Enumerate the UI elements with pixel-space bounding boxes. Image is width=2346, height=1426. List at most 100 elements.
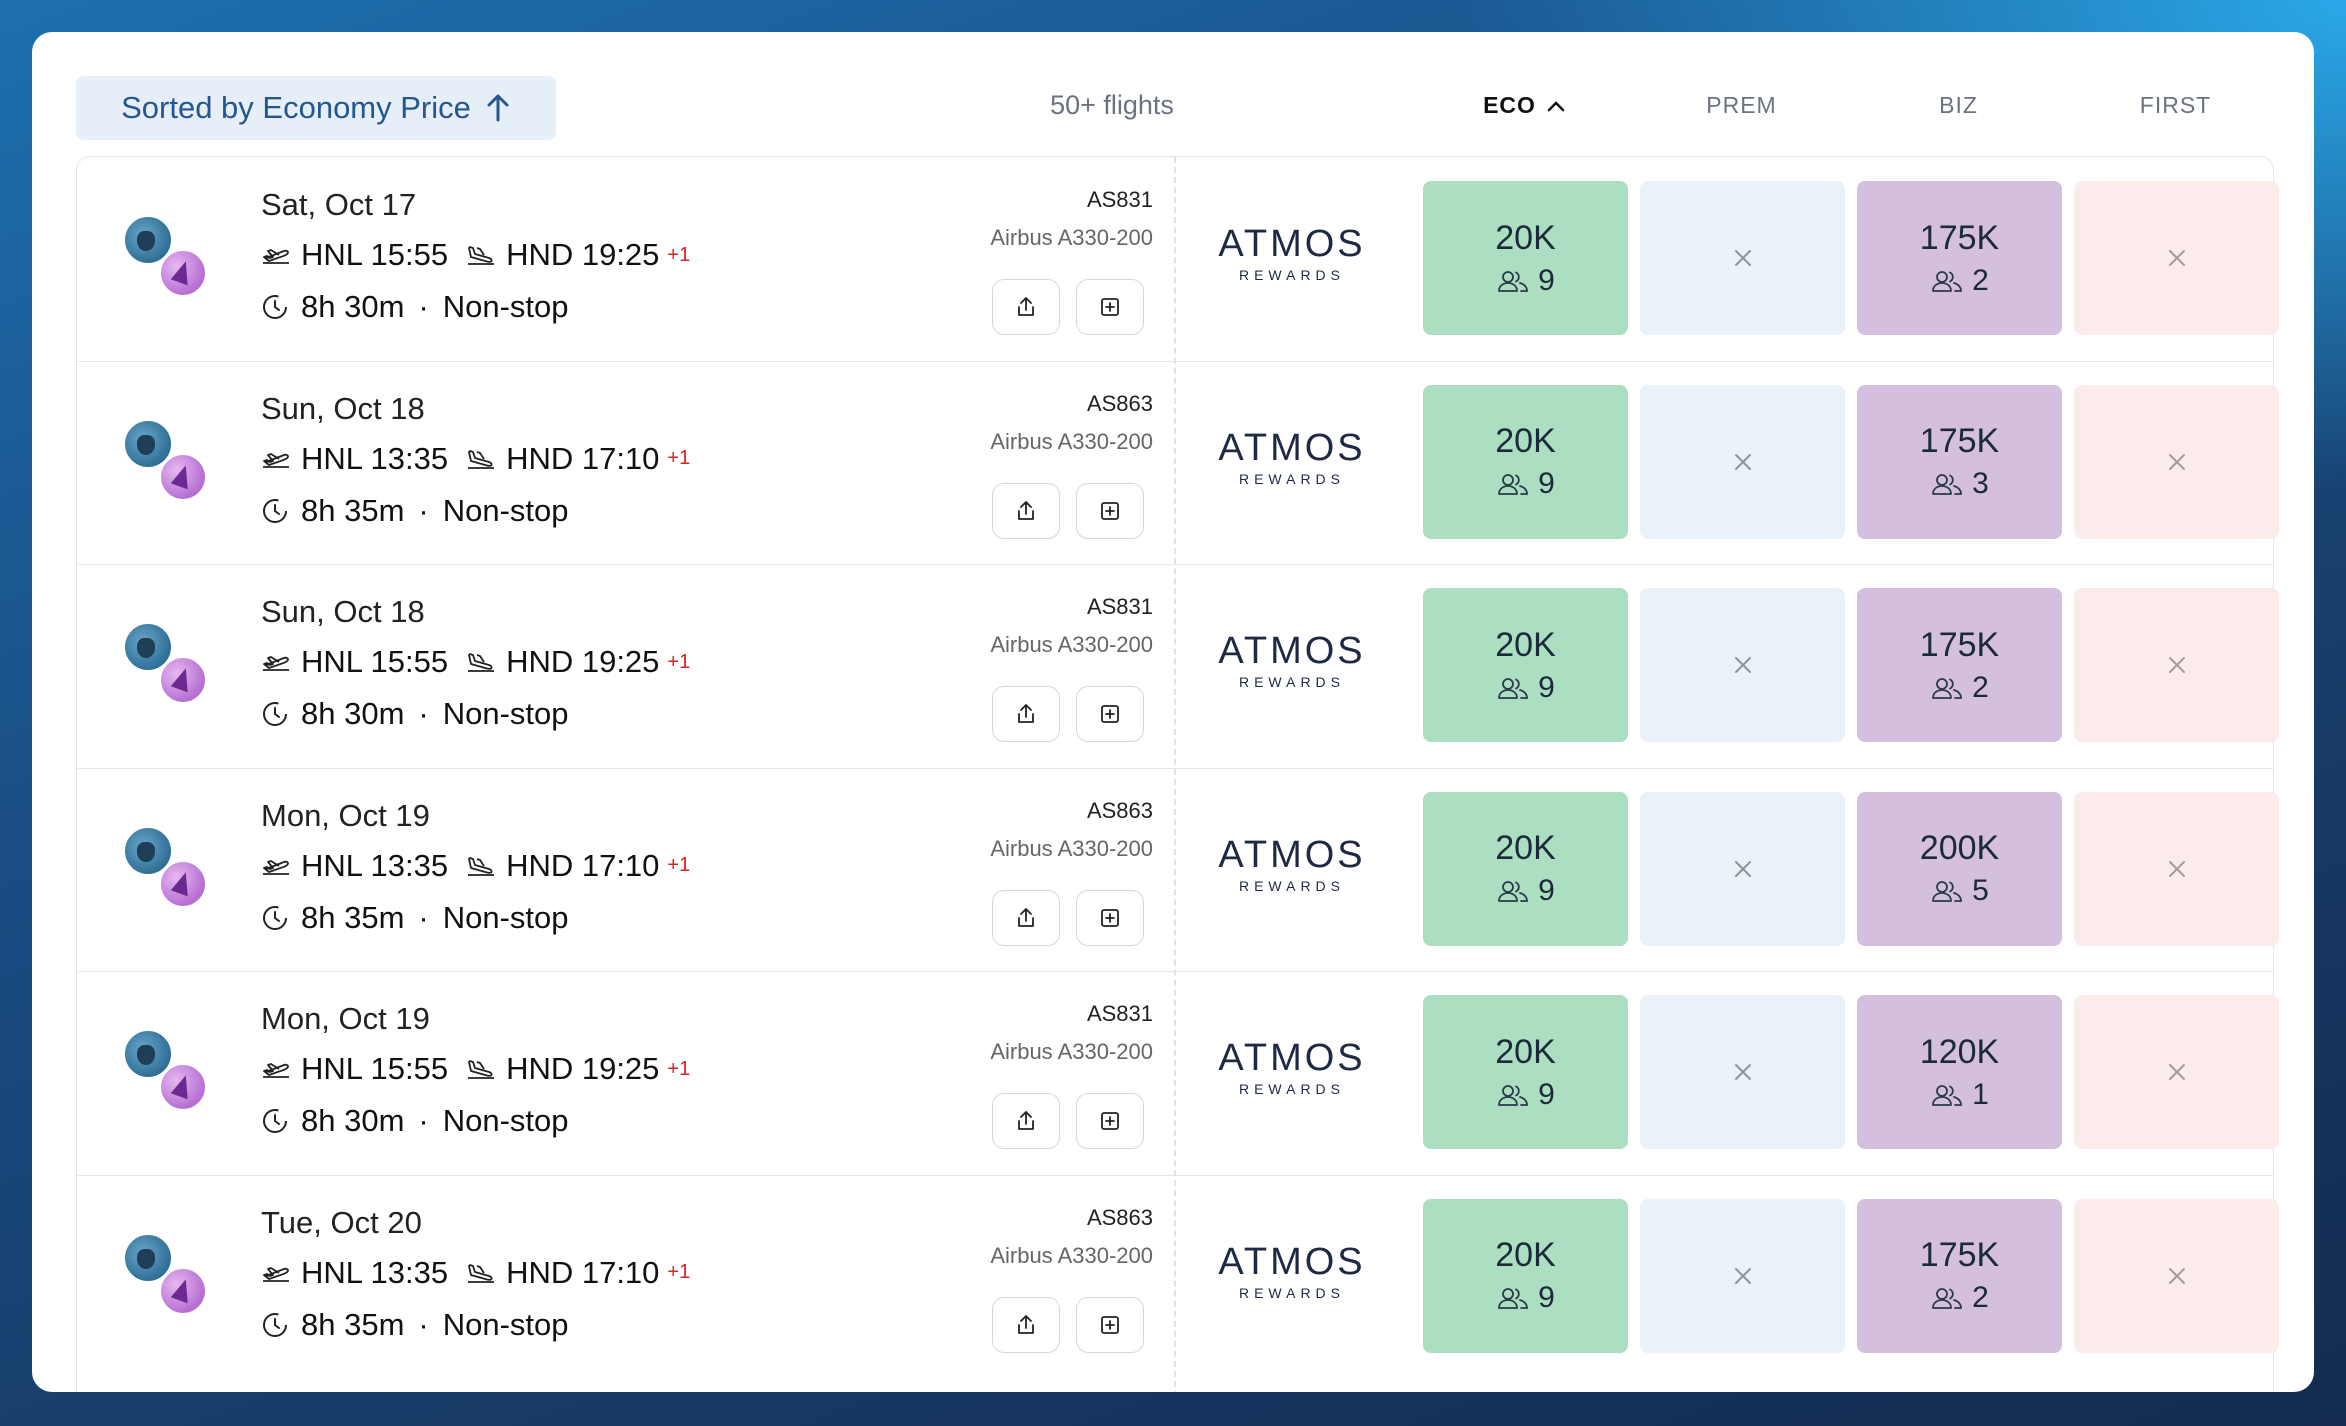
add-button[interactable]: [1076, 482, 1144, 539]
row-separator: [77, 971, 2273, 972]
users-icon: [1498, 881, 1529, 902]
business-seats: 2: [1930, 1281, 1989, 1315]
share-button[interactable]: [992, 482, 1060, 539]
economy-award-cell[interactable]: 20K 9: [1423, 791, 1628, 946]
plus-day-badge: +1: [667, 650, 691, 673]
departure: HNL 13:35: [301, 440, 449, 476]
duration-text: 8h 30m: [301, 696, 405, 731]
flight-row[interactable]: Sun, Oct 18 HNL 13:35 HND 17:10 +1 8h 35…: [77, 361, 2279, 563]
separator-dot: ·: [418, 289, 429, 324]
column-header-biz[interactable]: BIZ: [1939, 92, 1978, 118]
takeoff-icon: [263, 1063, 289, 1078]
economy-seats: 9: [1496, 467, 1555, 501]
business-award-cell[interactable]: 175K 2: [1857, 1198, 2062, 1353]
duration-text: 8h 35m: [301, 492, 405, 528]
departure: HNL 15:55: [301, 644, 449, 679]
aircraft-type: Airbus A330-200: [990, 835, 1153, 861]
separator-dot: ·: [418, 696, 429, 731]
first-award-cell: [2074, 384, 2279, 539]
arrival: HND 19:25: [506, 644, 660, 679]
share-button[interactable]: [992, 1296, 1060, 1353]
business-award-cell[interactable]: 200K 5: [1857, 791, 2062, 946]
plus-day-badge: +1: [667, 854, 691, 876]
arrow-up-icon: [487, 94, 509, 122]
flight-duration: 8h 30m · Non-stop: [261, 289, 569, 325]
flight-duration: 8h 35m · Non-stop: [261, 1307, 569, 1343]
close-icon: [1734, 453, 1751, 470]
economy-award-cell[interactable]: 20K 9: [1423, 384, 1628, 539]
takeoff-icon: [263, 249, 289, 264]
add-icon: [1101, 1315, 1119, 1334]
flight-duration: 8h 35m · Non-stop: [261, 493, 569, 529]
column-header-first[interactable]: FIRST: [2139, 92, 2212, 118]
add-button[interactable]: [1076, 279, 1144, 335]
users-icon: [1932, 1084, 1963, 1106]
business-points: 175K: [1919, 422, 2000, 460]
partner-airline-logo-icon: [159, 656, 207, 704]
add-button[interactable]: [1076, 686, 1144, 742]
premium-award-cell: [1640, 995, 1845, 1149]
premium-award-cell: [1640, 384, 1845, 539]
economy-award-cell[interactable]: 20K 9: [1423, 588, 1628, 742]
clock-icon: [263, 905, 287, 930]
close-icon: [1734, 657, 1751, 673]
users-icon: [1932, 881, 1963, 902]
flight-row[interactable]: Mon, Oct 19 HNL 15:55 HND 19:25 +1 8h 30…: [77, 971, 2279, 1173]
business-points: 175K: [1919, 625, 2000, 664]
flight-number: AS831: [1086, 1001, 1153, 1026]
clock-icon: [263, 702, 287, 726]
users-icon: [1932, 1288, 1963, 1309]
flight-row[interactable]: Tue, Oct 20 HNL 13:35 HND 17:10 +1 8h 35…: [77, 1175, 2279, 1377]
business-award-cell[interactable]: 175K 2: [1857, 181, 2062, 335]
add-button[interactable]: [1076, 1296, 1144, 1353]
business-award-cell[interactable]: 120K 1: [1857, 995, 2062, 1149]
stops-text: Non-stop: [442, 899, 569, 935]
add-icon: [1101, 705, 1119, 723]
flight-row[interactable]: Sat, Oct 17 HNL 15:55 HND 19:25 +1 8h 30…: [77, 157, 2279, 359]
plus-day-badge: +1: [667, 243, 691, 266]
landing-icon: [468, 449, 495, 469]
users-icon: [1932, 474, 1963, 495]
close-icon: [2168, 1267, 2185, 1284]
partner-airline-logo-icon: [159, 859, 207, 908]
program-sub: REWARDS: [1238, 470, 1346, 487]
separator-dot: ·: [418, 1103, 429, 1138]
program-sub: REWARDS: [1238, 267, 1346, 283]
flight-count: 50+ flights: [1050, 90, 1174, 120]
flight-date: Sun, Oct 18: [261, 594, 425, 629]
program-logo: ATMOS REWARDS: [1217, 632, 1367, 690]
share-icon: [1018, 1314, 1034, 1334]
plus-day-badge: +1: [667, 1261, 691, 1283]
add-button[interactable]: [1076, 1093, 1144, 1149]
economy-seats: 9: [1496, 1281, 1555, 1315]
economy-award-cell[interactable]: 20K 9: [1423, 995, 1628, 1149]
share-button[interactable]: [992, 889, 1060, 946]
sort-button[interactable]: Sorted by Economy Price: [76, 76, 556, 140]
share-icon: [1018, 500, 1034, 520]
add-button[interactable]: [1076, 889, 1144, 946]
flight-number: AS831: [1086, 594, 1153, 619]
flight-route: HNL 15:55 HND 19:25 +1: [261, 644, 690, 680]
premium-award-cell: [1640, 181, 1845, 335]
stops-text: Non-stop: [442, 289, 569, 324]
economy-award-cell[interactable]: 20K 9: [1423, 1198, 1628, 1353]
column-header-prem[interactable]: PREM: [1706, 92, 1777, 118]
flight-row[interactable]: Mon, Oct 19 HNL 13:35 HND 17:10 +1 8h 35…: [77, 768, 2279, 970]
row-separator: [77, 1174, 2273, 1176]
program-name: ATMOS: [1218, 223, 1366, 265]
column-header-eco[interactable]: ECO: [1422, 92, 1627, 119]
duration-text: 8h 30m: [301, 289, 405, 324]
business-seats: 2: [1930, 671, 1989, 705]
economy-award-cell[interactable]: 20K 9: [1423, 181, 1628, 335]
business-award-cell[interactable]: 175K 2: [1857, 588, 2062, 742]
share-button[interactable]: [992, 686, 1060, 742]
share-button[interactable]: [992, 279, 1060, 335]
flight-duration: 8h 35m · Non-stop: [261, 900, 569, 936]
program-sub: REWARDS: [1238, 1081, 1346, 1097]
flight-row[interactable]: Sun, Oct 18 HNL 15:55 HND 19:25 +1 8h 30…: [77, 564, 2279, 766]
program-name: ATMOS: [1218, 833, 1366, 876]
business-award-cell[interactable]: 175K 3: [1857, 384, 2062, 539]
flight-route: HNL 15:55 HND 19:25 +1: [261, 1051, 690, 1087]
stops-text: Non-stop: [442, 492, 569, 528]
share-button[interactable]: [992, 1093, 1060, 1149]
